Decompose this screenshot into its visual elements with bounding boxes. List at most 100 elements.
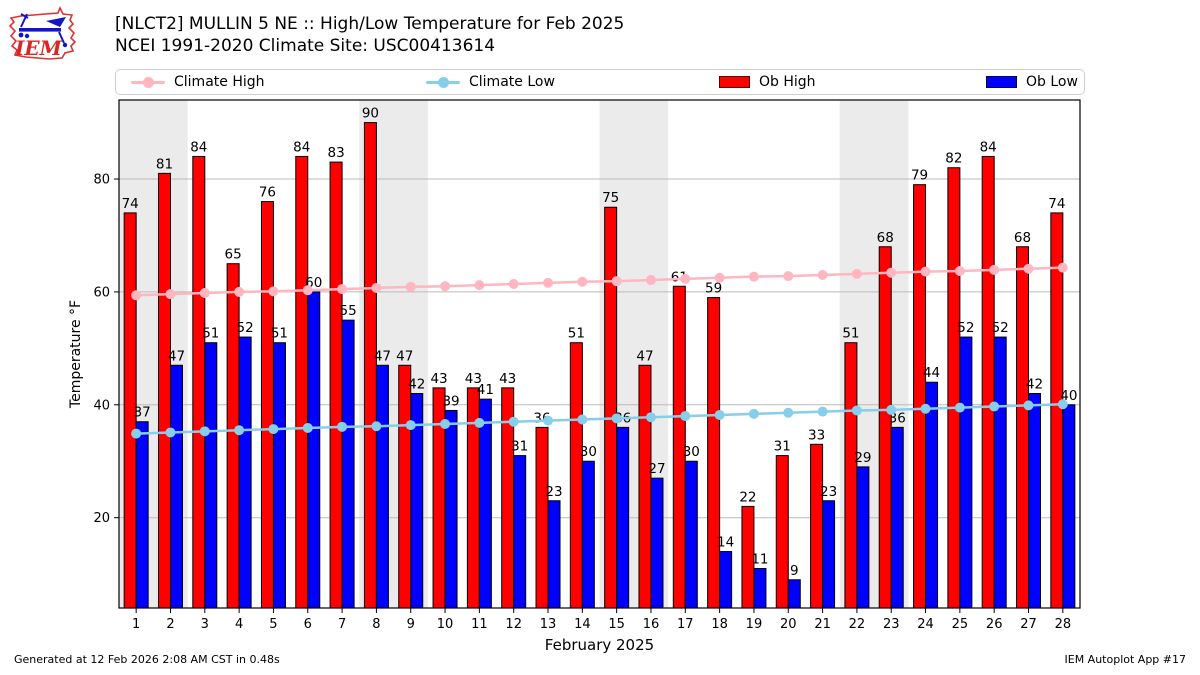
ob-low-bar-day25 xyxy=(959,336,973,609)
chart-title-block: [NLCT2] MULLIN 5 NE :: High/Low Temperat… xyxy=(115,13,624,57)
bar-value-label: 47 xyxy=(396,348,413,364)
climate-low-marker xyxy=(234,425,245,436)
ob-high-patch-icon xyxy=(719,76,750,88)
climate-low-line xyxy=(136,402,1063,435)
climate-low-marker xyxy=(886,404,897,415)
bar-value-label: 74 xyxy=(122,196,139,212)
ob-low-bar-day13 xyxy=(547,500,561,609)
legend-label: Ob High xyxy=(759,74,816,90)
ob-low-bar-day4 xyxy=(238,336,252,609)
legend-entry-climate-high: Climate High xyxy=(131,70,265,94)
x-tick-label: 1 xyxy=(132,617,140,632)
bar-value-label: 23 xyxy=(545,484,562,500)
climate-low-marker xyxy=(645,412,656,423)
bar-value-label: 11 xyxy=(751,551,768,567)
climate-low-marker xyxy=(577,414,588,425)
climate-high-marker xyxy=(234,286,245,297)
climate-low-marker xyxy=(989,401,1000,412)
climate-high-marker xyxy=(611,276,622,287)
bar-value-label: 14 xyxy=(717,535,734,551)
chart-title: [NLCT2] MULLIN 5 NE :: High/Low Temperat… xyxy=(115,14,625,34)
bar-value-label: 75 xyxy=(602,190,619,206)
legend-entry-ob-high: Ob High xyxy=(719,70,816,94)
x-tick-label: 5 xyxy=(269,617,277,632)
bar-value-label: 68 xyxy=(877,230,894,246)
climate-low-marker xyxy=(199,426,210,437)
climate-high-line xyxy=(136,266,1063,297)
x-tick-label: 2 xyxy=(166,617,174,632)
climate-low-marker xyxy=(508,416,519,427)
climate-low-marker xyxy=(131,428,142,439)
ob-low-bar-day24 xyxy=(925,381,939,609)
climate-high-marker xyxy=(680,273,691,284)
legend: Climate High Climate Low Ob High Ob Low xyxy=(115,69,1085,95)
climate-low-marker xyxy=(680,411,691,422)
ob-high-bar-day13 xyxy=(535,426,549,609)
bar-value-label: 90 xyxy=(362,106,379,122)
y-axis-label: Temperature °F xyxy=(68,300,84,409)
ob-high-bar-day21 xyxy=(810,443,824,609)
ob-high-bar-day23 xyxy=(878,246,892,609)
bar-value-label: 79 xyxy=(911,168,928,184)
ob-low-bar-day17 xyxy=(684,460,698,609)
bar-value-label: 51 xyxy=(271,326,288,342)
ob-high-bar-day24 xyxy=(913,184,927,609)
x-tick-label: 27 xyxy=(1020,617,1037,632)
bar-value-label: 59 xyxy=(705,281,722,297)
bar-value-label: 47 xyxy=(636,348,653,364)
bar-value-label: 43 xyxy=(499,371,516,387)
ob-high-bar-day2 xyxy=(157,172,171,609)
legend-label: Climate Low xyxy=(469,74,555,90)
ob-high-bar-day6 xyxy=(295,155,309,609)
x-tick-label: 9 xyxy=(407,617,415,632)
x-tick-label: 4 xyxy=(235,617,243,632)
climate-low-marker xyxy=(1057,399,1068,410)
bar-value-label: 74 xyxy=(1048,196,1065,212)
ob-low-bar-day6 xyxy=(307,291,321,609)
ob-low-bar-day5 xyxy=(272,342,286,609)
x-tick-label: 28 xyxy=(1055,617,1072,632)
ob-low-bar-day8 xyxy=(375,364,389,609)
climate-low-marker xyxy=(543,415,554,426)
legend-label: Ob Low xyxy=(1026,74,1078,90)
climate-high-marker xyxy=(474,280,485,291)
climate-high-marker xyxy=(577,276,588,287)
bar-value-label: 83 xyxy=(327,145,344,161)
ob-low-bar-day22 xyxy=(856,466,870,609)
ob-high-bar-day18 xyxy=(707,297,721,609)
x-tick-label: 7 xyxy=(338,617,346,632)
y-tick-label: 80 xyxy=(93,173,110,188)
bar-value-label: 84 xyxy=(190,139,207,155)
bar-value-label: 30 xyxy=(683,444,700,460)
ob-low-bar-day15 xyxy=(616,426,630,609)
climate-high-marker xyxy=(989,264,1000,275)
ob-high-bar-day16 xyxy=(638,364,652,609)
ob-low-bar-day26 xyxy=(993,336,1007,609)
climate-high-marker xyxy=(920,266,931,277)
x-tick-label: 15 xyxy=(608,617,625,632)
x-tick-label: 3 xyxy=(201,617,209,632)
x-tick-label: 18 xyxy=(711,617,728,632)
x-tick-label: 16 xyxy=(643,617,660,632)
x-tick-label: 22 xyxy=(849,617,866,632)
climate-low-marker xyxy=(337,421,348,432)
bar-value-label: 9 xyxy=(790,563,799,579)
climate-low-marker xyxy=(748,408,759,419)
climate-high-marker xyxy=(851,268,862,279)
bar-value-label: 51 xyxy=(842,326,859,342)
bar-value-label: 43 xyxy=(465,371,482,387)
ob-low-bar-day11 xyxy=(478,398,492,609)
ob-high-bar-day14 xyxy=(569,342,583,609)
x-axis-label: February 2025 xyxy=(545,636,654,654)
climate-low-marker xyxy=(783,407,794,418)
bar-value-label: 22 xyxy=(739,489,756,505)
climate-high-marker xyxy=(817,269,828,280)
climate-low-marker xyxy=(817,406,828,417)
bar-value-label: 52 xyxy=(957,320,974,336)
climate-high-marker xyxy=(714,272,725,283)
ob-low-bar-day3 xyxy=(204,342,218,609)
bar-value-label: 47 xyxy=(374,348,391,364)
bar-value-label: 55 xyxy=(339,303,356,319)
climate-high-marker xyxy=(165,289,176,300)
bar-value-label: 84 xyxy=(980,139,997,155)
